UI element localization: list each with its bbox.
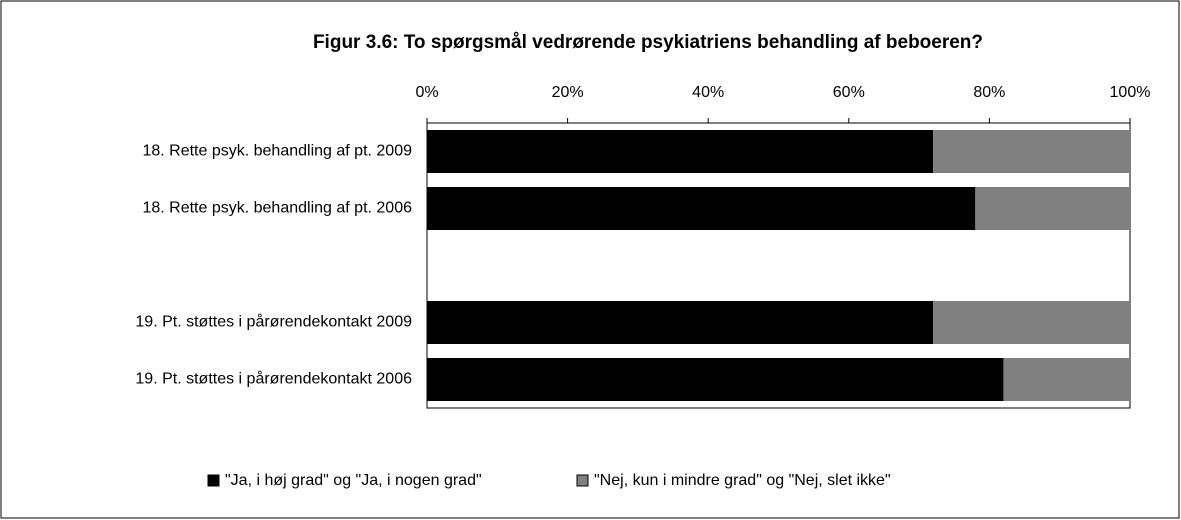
- legend-label: "Ja, i høj grad" og "Ja, i nogen grad": [225, 472, 482, 489]
- bar-segment: [427, 187, 976, 230]
- x-tick-label: 40%: [692, 84, 724, 101]
- y-tick-label: 18. Rette psyk. behandling af pt. 2006: [142, 200, 412, 217]
- bar-segment: [427, 130, 934, 173]
- plot-frame: [426, 122, 1131, 409]
- x-tick-label: 60%: [833, 84, 865, 101]
- x-tick-label: 0%: [415, 84, 438, 101]
- y-tick-label: 19. Pt. støttes i pårørendekontakt 2009: [135, 313, 412, 331]
- chart-title: Figur 3.6: To spørgsmål vedrørende psyki…: [313, 32, 983, 53]
- x-tick-label: 80%: [973, 84, 1005, 101]
- legend-swatch: [207, 474, 220, 487]
- legend-swatch: [576, 474, 589, 487]
- x-tick-label: 100%: [1110, 84, 1151, 101]
- y-tick-label: 19. Pt. støttes i pårørendekontakt 2006: [135, 370, 412, 388]
- bar-segment: [427, 358, 1004, 401]
- bar-segment: [975, 187, 1130, 230]
- bar-segment: [933, 130, 1130, 173]
- y-tick-label: 18. Rette psyk. behandling af pt. 2009: [142, 143, 412, 160]
- legend-label: "Nej, kun i mindre grad" og "Nej, slet i…: [594, 472, 891, 489]
- bar-segment: [427, 301, 934, 344]
- bar-segment: [1003, 358, 1130, 401]
- x-tick-label: 20%: [552, 84, 584, 101]
- bar-segment: [933, 301, 1130, 344]
